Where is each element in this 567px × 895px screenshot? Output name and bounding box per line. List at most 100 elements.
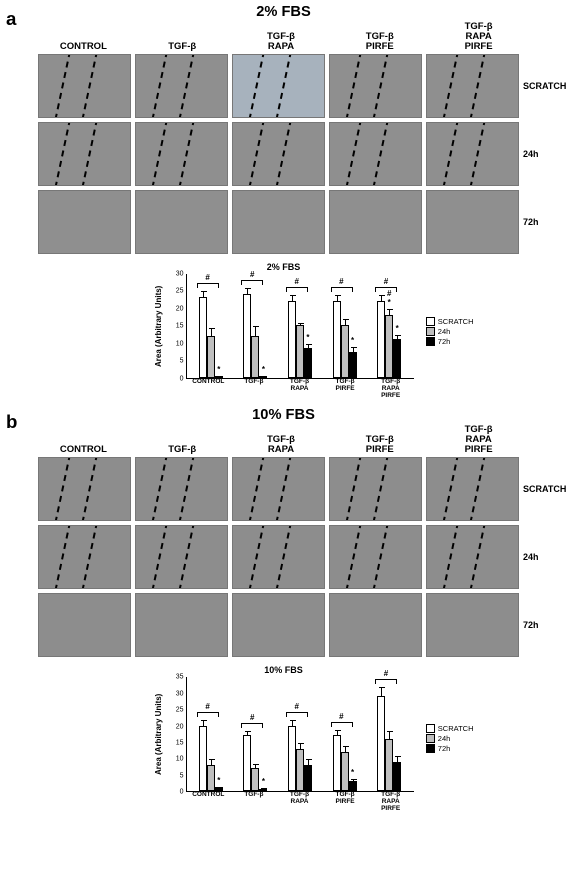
- bar: *: [393, 339, 401, 378]
- error-bar: [353, 779, 354, 782]
- legend-row: 72h: [426, 337, 474, 346]
- bar: [243, 294, 251, 378]
- column-header: TGF-β: [135, 425, 230, 455]
- bar: *: [215, 376, 223, 378]
- micrograph-cell: [232, 54, 325, 118]
- error-cap: [245, 731, 251, 732]
- scratch-boundary-line: [276, 457, 293, 521]
- x-tick-label: TGF-β PIRFE: [325, 792, 366, 812]
- scratch-boundary-line: [82, 525, 99, 589]
- error-bar: [337, 295, 338, 302]
- scratch-boundary-line: [345, 54, 362, 118]
- significance-hash: #: [384, 277, 388, 286]
- micrograph-cell: [232, 190, 325, 254]
- error-cap: [387, 309, 393, 310]
- scratch-boundary-line: [179, 122, 196, 186]
- row-label: 72h: [521, 620, 561, 630]
- error-cap: [335, 295, 341, 296]
- significance-marker: *: [351, 768, 354, 777]
- micrograph-cell: [135, 190, 228, 254]
- error-cap: [217, 787, 223, 788]
- significance-hash: #: [339, 277, 343, 286]
- legend-swatch: [426, 724, 435, 733]
- scratch-boundary-line: [373, 122, 390, 186]
- column-header: TGF-β PIRFE: [332, 22, 427, 52]
- x-tick-label: TGF-β RAPA: [279, 792, 320, 812]
- column-headers: CONTROLTGF-βTGF-β RAPATGF-β PIRFETGF-β R…: [36, 22, 526, 52]
- legend-row: SCRATCH: [426, 724, 474, 733]
- error-bar: [397, 335, 398, 340]
- error-cap: [351, 347, 357, 348]
- bar: *: [259, 376, 267, 378]
- micrograph-cell: [329, 593, 422, 657]
- micrograph-cell: [426, 457, 519, 521]
- chart-title: 10% FBS: [154, 665, 414, 675]
- column-header: TGF-β RAPA PIRFE: [431, 22, 526, 52]
- scratch-boundary-line: [442, 525, 459, 589]
- error-cap: [290, 720, 296, 721]
- scratch-boundary-line: [151, 54, 168, 118]
- legend-swatch: [426, 327, 435, 336]
- bar: *: [349, 781, 357, 791]
- panel-letter: a: [6, 8, 16, 30]
- x-tick-label: CONTROL: [188, 792, 229, 812]
- fbs-title: 10% FBS: [6, 407, 561, 423]
- x-tick-label: TGF-β PIRFE: [325, 379, 366, 399]
- micrograph-cell: [38, 54, 131, 118]
- error-cap: [395, 335, 401, 336]
- error-cap: [201, 291, 207, 292]
- significance-marker: *: [396, 324, 399, 333]
- bar: [296, 325, 304, 378]
- bar: *: [215, 787, 223, 791]
- micrograph-cell: [329, 457, 422, 521]
- micrograph-cell: [135, 457, 228, 521]
- x-tick-label: TGF-β: [233, 379, 274, 399]
- error-bar: [397, 756, 398, 763]
- error-bar: [389, 309, 390, 316]
- scratch-boundary-line: [151, 457, 168, 521]
- error-bar: [308, 759, 309, 766]
- significance-marker: *: [217, 776, 220, 785]
- error-bar: [381, 295, 382, 302]
- error-cap: [343, 746, 349, 747]
- bar-groups: *#*##*##: [187, 677, 414, 791]
- micrograph-cell: [426, 525, 519, 589]
- row-labels: SCRATCH24h72h: [521, 455, 561, 659]
- panel-a: a2% FBSCONTROLTGF-βTGF-β RAPATGF-β PIRFE…: [0, 0, 567, 403]
- scratch-boundary-line: [276, 525, 293, 589]
- error-cap: [209, 759, 215, 760]
- scratch-boundary-line: [179, 525, 196, 589]
- bar-group: *#: [235, 294, 275, 378]
- scratch-boundary-line: [276, 122, 293, 186]
- bar: [199, 297, 207, 378]
- y-tick: 10: [176, 340, 184, 347]
- legend-row: 72h: [426, 744, 474, 753]
- plot-area: *#*##*##SCRATCH24h72h: [186, 677, 414, 792]
- significance-marker: *: [351, 336, 354, 345]
- micrograph-grid-wrap: SCRATCH24h72h: [6, 455, 561, 659]
- scratch-boundary-line: [470, 122, 487, 186]
- micrograph-grid: [36, 52, 521, 256]
- bar: [333, 301, 341, 378]
- micrograph-cell: [426, 593, 519, 657]
- legend-swatch: [426, 317, 435, 326]
- micrograph-cell: [38, 593, 131, 657]
- panel-b: b10% FBSCONTROLTGF-βTGF-β RAPATGF-β PIRF…: [0, 403, 567, 816]
- legend-label: 72h: [438, 744, 451, 753]
- bar: [207, 765, 215, 791]
- column-header: TGF-β RAPA: [234, 22, 329, 52]
- panel-letter: b: [6, 411, 17, 433]
- significance-hash: #: [295, 702, 299, 711]
- error-bar: [300, 323, 301, 327]
- scratch-boundary-line: [248, 122, 265, 186]
- micrograph-cell: [329, 54, 422, 118]
- micrograph-cell: [426, 54, 519, 118]
- error-bar: [203, 720, 204, 727]
- x-axis-labels: CONTROLTGF-βTGF-β RAPATGF-β PIRFETGF-β R…: [186, 792, 414, 812]
- error-cap: [261, 376, 267, 377]
- scratch-boundary-line: [373, 54, 390, 118]
- micrograph-cell: [426, 190, 519, 254]
- scratch-boundary-line: [248, 54, 265, 118]
- significance-hash: #: [205, 702, 209, 711]
- legend-label: 24h: [438, 734, 451, 743]
